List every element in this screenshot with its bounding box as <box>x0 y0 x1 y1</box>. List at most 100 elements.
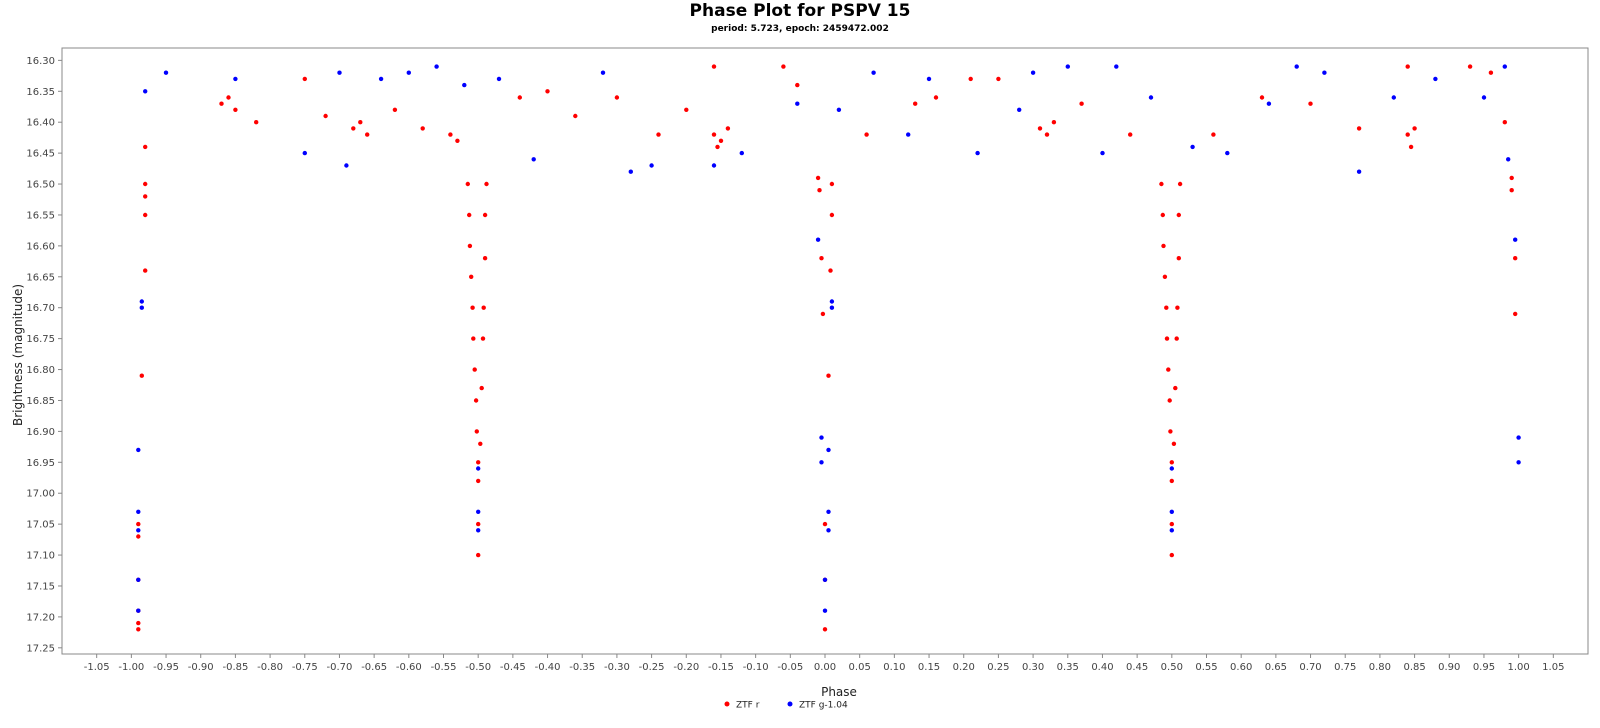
data-point <box>478 441 483 446</box>
y-tick-label: 16.30 <box>26 56 55 67</box>
data-point <box>1160 212 1166 218</box>
data-point <box>476 528 481 533</box>
y-tick-label: 16.60 <box>26 241 55 252</box>
data-point <box>1169 478 1175 484</box>
data-point <box>826 447 831 453</box>
data-point <box>139 305 144 310</box>
data-point <box>826 373 831 378</box>
x-tick-label: 0.20 <box>953 662 975 673</box>
data-point <box>476 460 481 465</box>
data-point <box>1051 120 1057 125</box>
x-tick-label: -0.90 <box>188 662 214 673</box>
x-tick-label: 0.55 <box>1195 662 1217 673</box>
data-point <box>819 256 824 261</box>
data-point <box>822 577 828 582</box>
x-tick-label: 0.40 <box>1091 662 1113 673</box>
data-point <box>1169 528 1175 533</box>
data-point <box>337 70 342 75</box>
data-point <box>628 169 633 174</box>
data-point <box>822 627 828 632</box>
data-point <box>1502 120 1508 125</box>
data-point <box>545 89 550 94</box>
data-point <box>143 268 148 273</box>
y-tick-label: 17.20 <box>26 612 55 623</box>
data-point <box>1167 398 1172 403</box>
data-point <box>1356 169 1362 174</box>
data-point <box>302 76 307 82</box>
data-point <box>1177 181 1183 187</box>
data-point <box>1259 95 1265 100</box>
data-point <box>1171 441 1177 446</box>
plot-frame <box>61 47 1589 655</box>
data-point <box>718 138 724 143</box>
data-point <box>226 95 231 100</box>
data-point <box>913 101 918 106</box>
y-tick-label: 16.90 <box>26 427 55 438</box>
y-tick-label: 16.75 <box>26 334 55 345</box>
data-point <box>378 76 384 82</box>
y-tick-label: 17.00 <box>26 489 55 500</box>
y-axis-label: Brightness (magnitude) <box>11 284 25 426</box>
data-point <box>711 64 717 69</box>
x-tick-label: 0.05 <box>849 662 871 673</box>
data-point <box>219 101 224 106</box>
data-point <box>795 101 800 106</box>
data-point <box>1433 76 1438 82</box>
data-point <box>420 126 425 131</box>
data-point <box>358 120 363 125</box>
data-point <box>815 237 821 242</box>
x-tick-label: -0.45 <box>500 662 526 673</box>
x-tick-label: -0.85 <box>222 662 248 673</box>
y-tick-label: 16.95 <box>26 458 55 469</box>
data-point <box>136 534 141 539</box>
data-point <box>1502 64 1508 69</box>
data-point <box>1100 150 1105 156</box>
data-point <box>1169 509 1175 514</box>
data-point <box>1211 132 1216 137</box>
data-point <box>1166 367 1171 372</box>
chart-subtitle: period: 5.723, epoch: 2459472.002 <box>711 24 889 34</box>
data-point <box>781 64 786 69</box>
data-point <box>163 70 169 75</box>
data-point <box>829 181 835 187</box>
data-point <box>139 299 144 304</box>
data-point <box>1506 157 1511 162</box>
data-point <box>471 336 476 341</box>
data-point <box>139 373 144 378</box>
data-point <box>1079 101 1084 106</box>
data-point <box>481 305 486 310</box>
data-point <box>1128 132 1133 137</box>
data-point <box>926 76 932 82</box>
data-point <box>344 163 349 168</box>
x-tick-label: -1.05 <box>84 662 110 673</box>
data-point <box>473 398 479 403</box>
data-point <box>725 126 731 131</box>
data-point <box>136 608 141 613</box>
data-point <box>1114 64 1119 69</box>
data-point <box>1169 466 1175 471</box>
x-axis-label: Phase <box>821 685 857 699</box>
y-tick-label: 16.65 <box>26 272 55 283</box>
data-point <box>1488 70 1494 75</box>
data-point <box>711 163 717 168</box>
x-tick-label: -0.75 <box>292 662 318 673</box>
x-tick-label: 0.00 <box>814 662 836 673</box>
x-tick-label: -0.15 <box>708 662 734 673</box>
data-point <box>819 435 824 440</box>
data-point <box>968 76 973 82</box>
data-point <box>829 299 835 304</box>
data-point <box>1030 70 1036 75</box>
data-point <box>480 336 486 341</box>
data-point <box>233 107 238 113</box>
data-point <box>906 132 911 137</box>
data-point <box>143 181 148 187</box>
data-point <box>1294 64 1299 69</box>
data-point <box>614 95 620 100</box>
data-point <box>448 132 453 137</box>
legend: ZTF r ZTF g-1.04 <box>724 701 848 711</box>
data-point <box>1161 243 1166 249</box>
x-tick-label: -0.10 <box>743 662 769 673</box>
data-point <box>323 113 328 119</box>
x-tick-label: 1.00 <box>1508 662 1530 673</box>
data-point <box>406 70 411 75</box>
